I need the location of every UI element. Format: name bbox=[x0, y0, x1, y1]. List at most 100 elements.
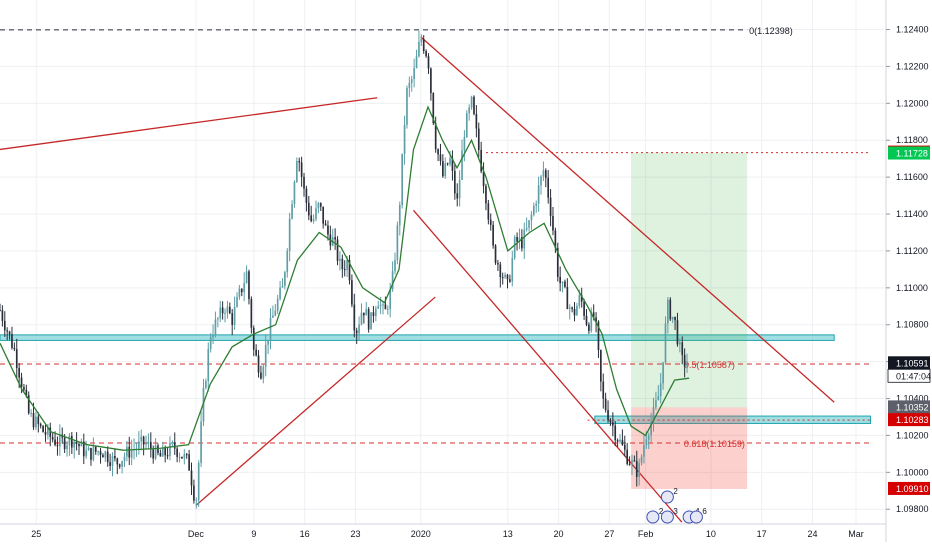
price-tick-label: 1.11000 bbox=[896, 283, 928, 293]
candle-body bbox=[611, 422, 614, 426]
candle-body bbox=[662, 362, 664, 384]
candle-body bbox=[413, 68, 415, 80]
candle-body bbox=[209, 337, 212, 349]
candle-body bbox=[643, 445, 645, 457]
candle-body bbox=[118, 464, 121, 467]
grid-lines bbox=[0, 0, 885, 524]
candle-body bbox=[104, 451, 107, 458]
candle-body bbox=[262, 366, 265, 379]
candle-body bbox=[82, 441, 85, 457]
candle-body bbox=[461, 150, 463, 180]
candle-body bbox=[427, 56, 430, 69]
candle-body bbox=[185, 454, 188, 456]
candle-body bbox=[44, 432, 47, 435]
candle-body bbox=[130, 449, 133, 458]
candle-body bbox=[176, 448, 178, 457]
candle-body bbox=[432, 93, 435, 124]
candle-body bbox=[628, 463, 631, 465]
candle-body bbox=[382, 304, 384, 306]
candle-body bbox=[205, 380, 207, 388]
candle-body bbox=[635, 460, 638, 477]
event-count: 2 bbox=[659, 507, 664, 516]
candle-body bbox=[564, 281, 566, 287]
candle-body bbox=[13, 347, 16, 350]
candle-body bbox=[516, 237, 518, 242]
candle-body bbox=[310, 215, 313, 222]
candle-body bbox=[90, 448, 92, 460]
candle-body bbox=[27, 395, 30, 414]
candle-body bbox=[408, 82, 411, 88]
event-icon bbox=[660, 510, 674, 524]
candle-body bbox=[305, 188, 308, 203]
candle-body bbox=[506, 274, 509, 280]
candle-body bbox=[200, 421, 202, 463]
candle-body bbox=[588, 324, 590, 331]
candle-body bbox=[233, 306, 236, 325]
candle-body bbox=[616, 440, 619, 442]
candle-body bbox=[477, 128, 480, 150]
candle-body bbox=[219, 307, 222, 319]
candle-body bbox=[6, 330, 9, 332]
price-tick-label: 1.11800 bbox=[896, 135, 928, 145]
candle-body bbox=[556, 248, 559, 277]
candle-body bbox=[528, 220, 530, 228]
candle-body bbox=[0, 309, 1, 311]
price-badge-label: 1.09910 bbox=[896, 484, 929, 494]
candle-body bbox=[281, 285, 284, 288]
candle-body bbox=[161, 447, 164, 457]
candle-body bbox=[415, 56, 418, 69]
candle-body bbox=[470, 96, 473, 108]
candle-body bbox=[492, 224, 494, 246]
price-tick-label: 1.10000 bbox=[896, 467, 929, 477]
candle-body bbox=[363, 312, 365, 316]
candle-body bbox=[315, 208, 317, 220]
candle-body bbox=[655, 400, 657, 408]
candle-body bbox=[410, 79, 413, 83]
candle-body bbox=[442, 161, 444, 177]
position-tool[interactable] bbox=[631, 152, 748, 489]
candle-body bbox=[480, 149, 483, 172]
candle-body bbox=[537, 185, 540, 204]
candle-body bbox=[444, 163, 447, 177]
candle-body bbox=[396, 225, 399, 261]
candle-body bbox=[123, 456, 126, 462]
candle-body bbox=[307, 202, 310, 216]
candle-body bbox=[23, 387, 25, 390]
candle-body bbox=[573, 308, 576, 316]
candle-body bbox=[171, 442, 174, 444]
candle-body bbox=[384, 304, 387, 310]
candle-body bbox=[80, 441, 83, 447]
candle-body bbox=[121, 461, 123, 467]
event-markers[interactable]: 22346 bbox=[646, 487, 708, 524]
trend-line bbox=[195, 296, 436, 507]
candle-body bbox=[272, 315, 274, 318]
candle-body bbox=[518, 237, 521, 242]
candle-body bbox=[295, 161, 298, 182]
time-tick-label: 24 bbox=[807, 529, 817, 539]
price-badge bbox=[888, 413, 930, 427]
candle-body bbox=[391, 271, 394, 290]
candle-body bbox=[166, 455, 169, 457]
candle-body bbox=[243, 283, 246, 293]
price-badge bbox=[888, 146, 930, 160]
candle-body bbox=[561, 281, 564, 284]
candle-body bbox=[623, 444, 626, 450]
candle-body bbox=[418, 41, 420, 57]
candle-body bbox=[85, 450, 88, 457]
time-tick-label: 25 bbox=[31, 529, 41, 539]
candle-body bbox=[583, 301, 585, 316]
candle-body bbox=[269, 317, 272, 341]
profit-zone bbox=[631, 152, 748, 408]
candle-body bbox=[252, 327, 255, 350]
candle-body bbox=[456, 193, 459, 199]
candle-body bbox=[370, 312, 372, 330]
candle-body bbox=[173, 442, 176, 449]
candle-body bbox=[475, 114, 478, 129]
candle-body bbox=[425, 51, 427, 57]
candle-body bbox=[523, 229, 526, 249]
event-icon bbox=[689, 510, 703, 524]
candle-body bbox=[138, 441, 140, 449]
candle-body bbox=[595, 317, 597, 322]
